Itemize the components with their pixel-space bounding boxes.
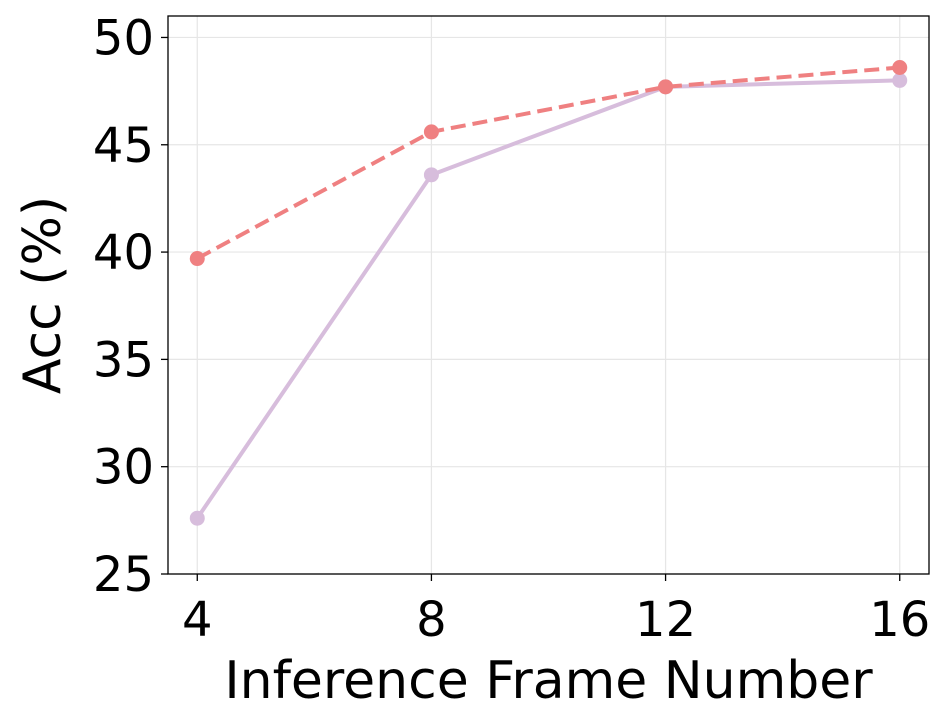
series-2 [189,72,908,526]
y-tick-label: 50 [93,10,154,66]
x-tick-label: 12 [635,592,696,648]
y-tick-label: 45 [93,118,154,174]
plot-frame [167,15,930,575]
data-point [892,72,908,88]
x-tick-label: 4 [182,592,213,648]
series-1 [189,60,908,267]
data-point [892,60,908,76]
x-tick-label: 16 [869,592,930,648]
data-point [423,124,439,140]
y-tick-label: 30 [93,440,154,496]
y-tick-label: 40 [93,225,154,281]
data-point [189,510,205,526]
x-tick-label: 8 [416,592,447,648]
y-tick-label: 25 [93,547,154,603]
grid [168,16,929,575]
x-axis-ticks: 4 8 12 16 [182,574,930,648]
data-point [423,167,439,183]
y-axis-label: Acc (%) [13,196,73,394]
y-axis-ticks: 25 30 35 40 45 50 [93,10,168,603]
series-line [195,78,900,520]
series-layer [189,60,908,526]
series-line [196,65,900,261]
x-axis-label: Inference Frame Number [224,651,873,711]
data-point [658,79,674,95]
data-point [189,251,205,267]
y-tick-label: 35 [93,332,154,388]
